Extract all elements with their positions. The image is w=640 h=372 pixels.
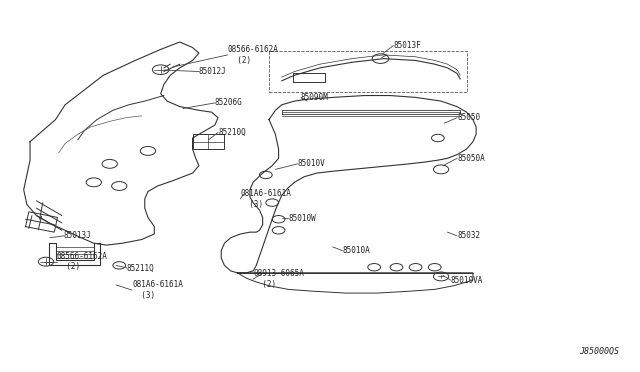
Text: 85013J: 85013J xyxy=(64,231,92,240)
Text: 85050A: 85050A xyxy=(457,154,484,163)
Text: 081A6-6161A
  (3): 081A6-6161A (3) xyxy=(132,280,183,300)
Text: 85010V: 85010V xyxy=(298,159,326,169)
Text: 08913-6065A
  (2): 08913-6065A (2) xyxy=(253,269,304,289)
Text: 85206G: 85206G xyxy=(215,99,243,108)
Text: 85013F: 85013F xyxy=(394,41,421,50)
Text: 85012J: 85012J xyxy=(199,67,227,76)
Text: 85211Q: 85211Q xyxy=(127,263,155,272)
Text: 85010A: 85010A xyxy=(342,246,370,255)
Text: 081A6-6161A
  (3): 081A6-6161A (3) xyxy=(241,189,291,209)
Text: J85000QS: J85000QS xyxy=(579,347,620,356)
Text: 85010W: 85010W xyxy=(288,214,316,222)
FancyBboxPatch shape xyxy=(193,134,225,149)
Text: 08566-6162A
  (2): 08566-6162A (2) xyxy=(228,45,278,65)
Text: 85210Q: 85210Q xyxy=(218,128,246,137)
Text: 85032: 85032 xyxy=(457,231,480,240)
Text: 85050: 85050 xyxy=(457,113,480,122)
Text: 08566-6162A
  (2): 08566-6162A (2) xyxy=(57,252,108,272)
Text: 85010VA: 85010VA xyxy=(451,276,483,285)
Text: 85090M: 85090M xyxy=(301,93,328,102)
